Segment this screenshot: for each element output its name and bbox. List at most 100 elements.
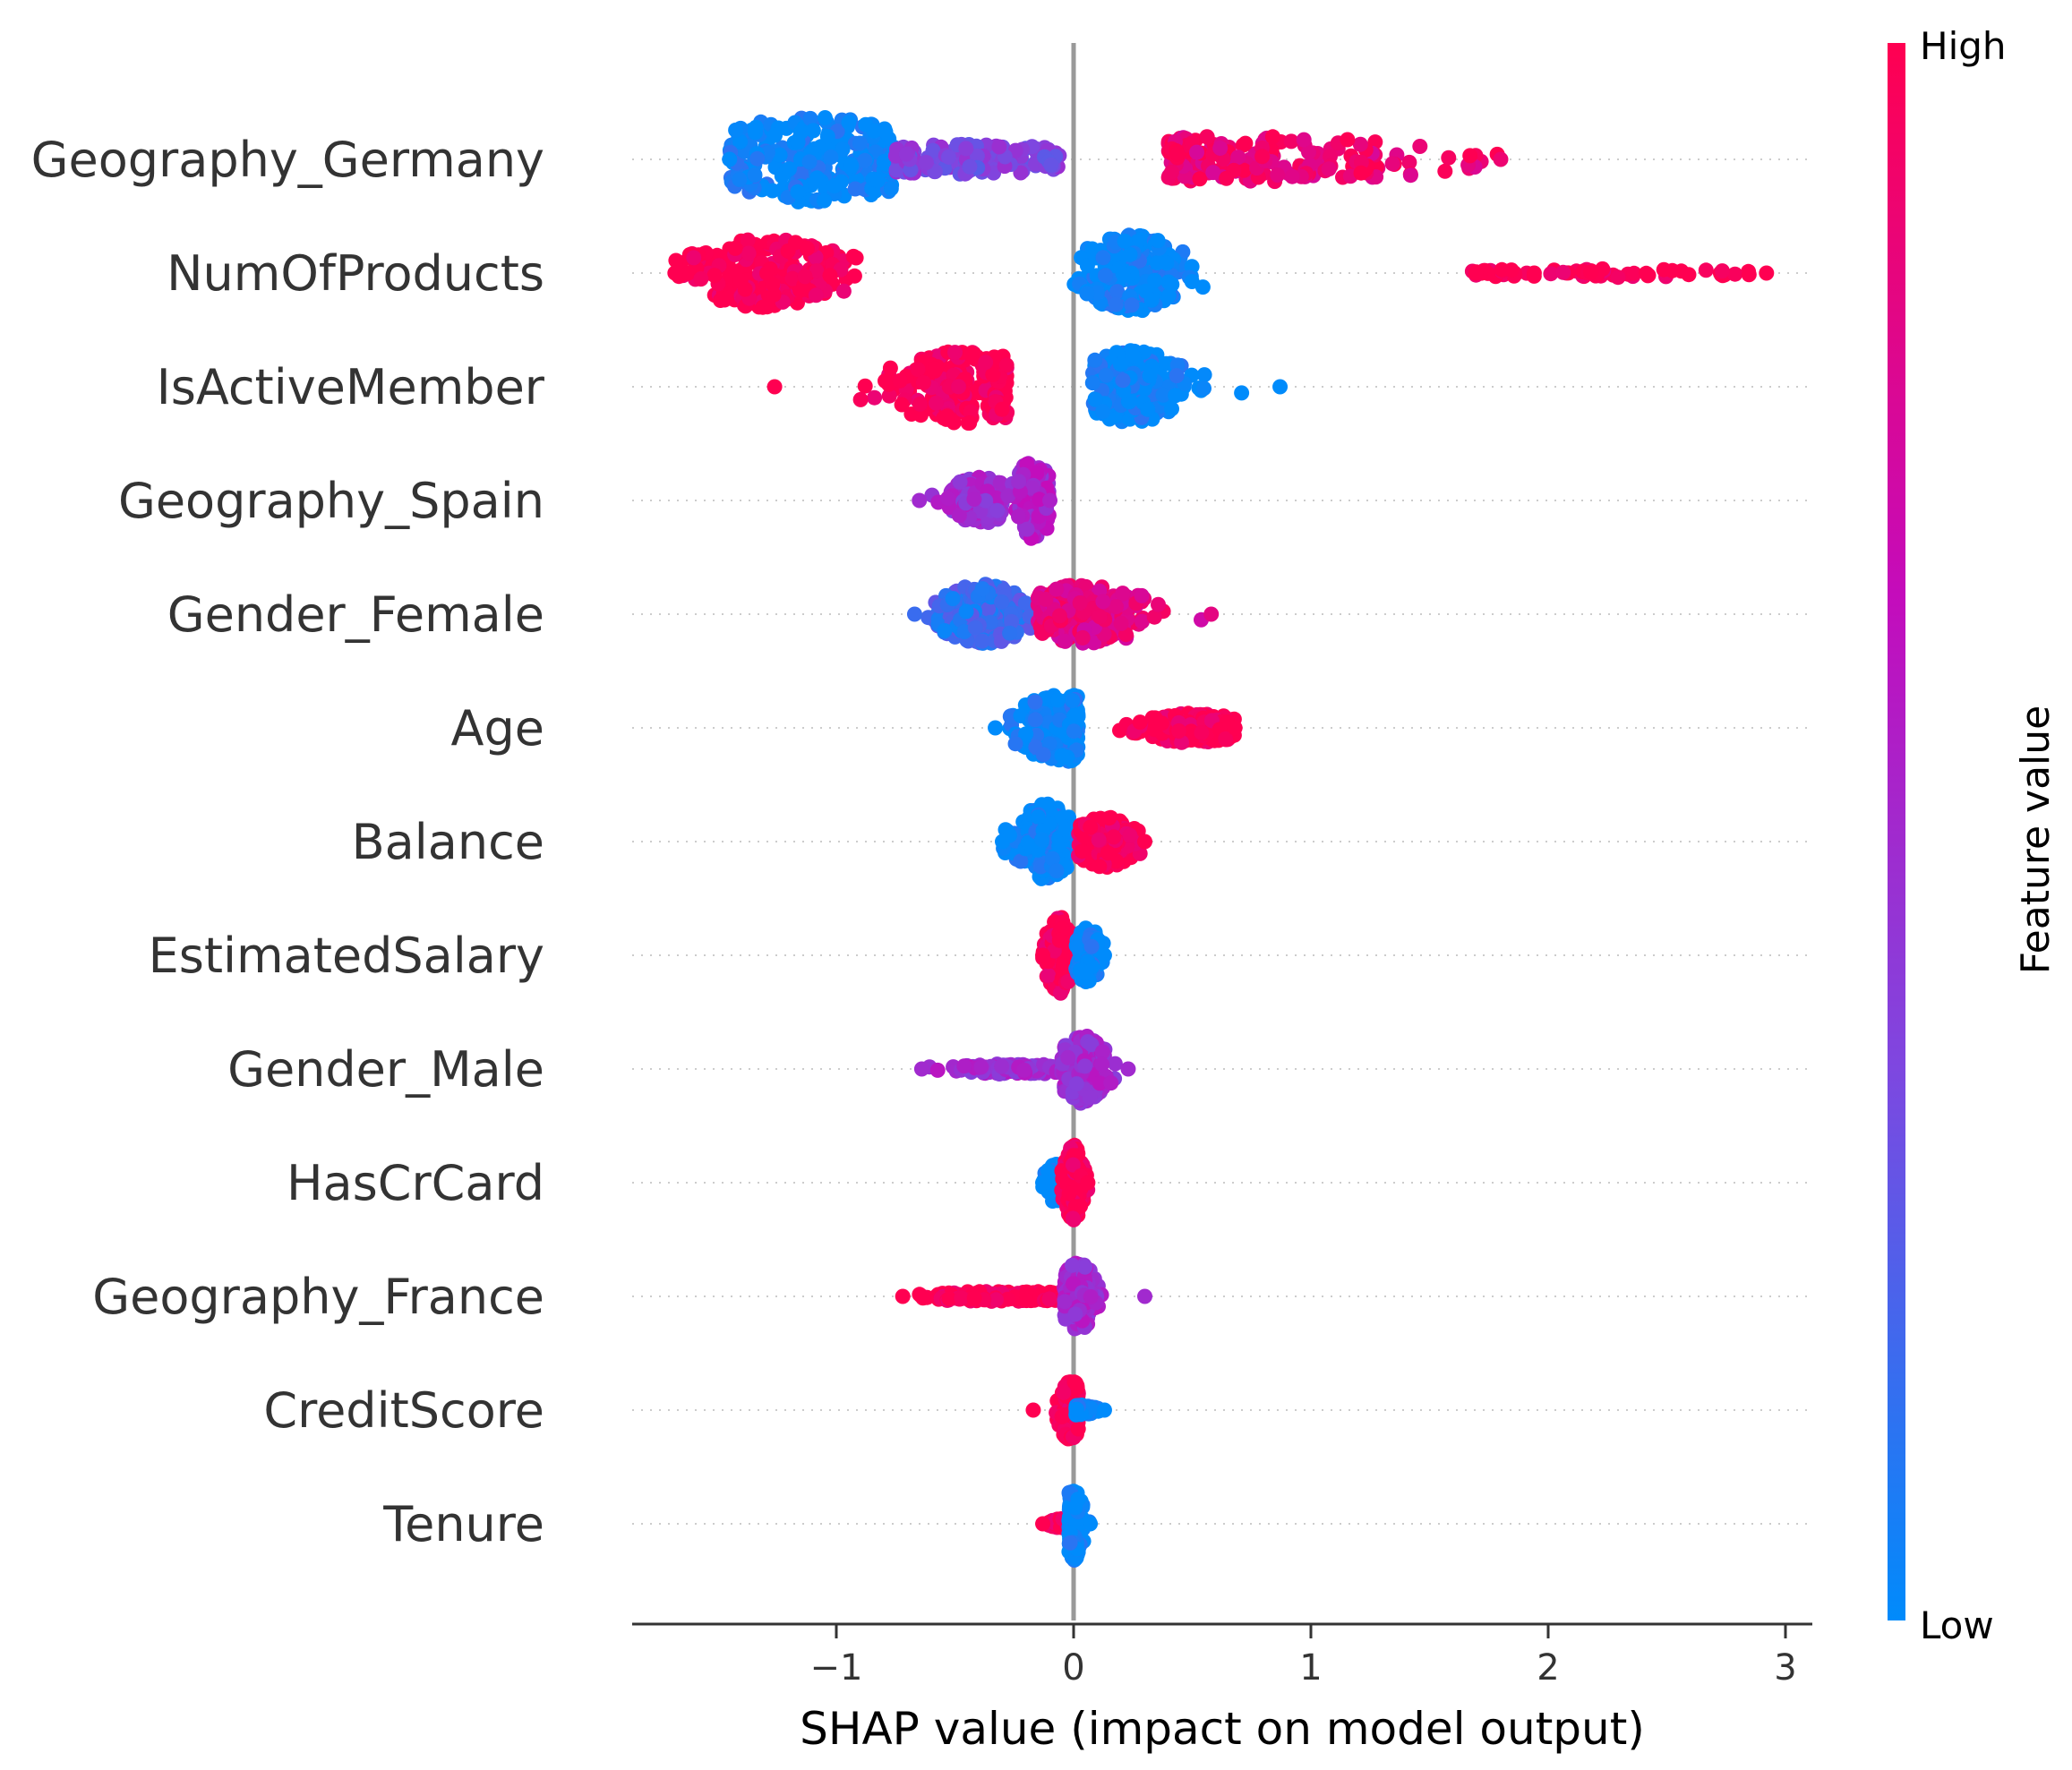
x-ticks: −1 0 1 2 3 <box>810 1624 1797 1689</box>
data-point <box>1164 277 1180 293</box>
feature-label: Geography_Germany <box>31 132 544 188</box>
data-point <box>1087 352 1103 368</box>
data-point <box>1698 262 1714 278</box>
data-point <box>1092 859 1108 875</box>
data-point <box>1080 1175 1096 1191</box>
data-point <box>1155 387 1171 403</box>
data-point <box>1137 834 1152 850</box>
data-point <box>1027 712 1043 728</box>
data-point <box>784 270 801 286</box>
data-point <box>1083 938 1100 954</box>
data-point <box>951 508 967 524</box>
feature-row <box>906 577 1220 651</box>
data-point <box>1194 724 1210 740</box>
data-point <box>1103 1075 1119 1091</box>
x-axis-title: SHAP value (impact on model output) <box>800 1703 1645 1755</box>
colorbar <box>1888 43 1905 1620</box>
data-point <box>1174 734 1190 750</box>
feature-label: Gender_Male <box>227 1041 544 1098</box>
data-point <box>845 248 861 264</box>
data-point <box>826 178 843 194</box>
data-point <box>956 1058 972 1074</box>
data-point <box>1068 1076 1084 1092</box>
data-point <box>1741 267 1757 283</box>
data-point <box>1254 149 1271 165</box>
data-point <box>780 243 796 259</box>
data-point <box>732 172 748 187</box>
data-point <box>728 122 744 138</box>
data-point <box>1137 1288 1152 1304</box>
data-point <box>802 110 818 126</box>
data-point <box>1065 1210 1081 1227</box>
feature-row <box>912 456 1057 546</box>
data-point <box>1077 1058 1093 1074</box>
data-point <box>1270 167 1286 183</box>
x-tick-label: 2 <box>1537 1647 1559 1689</box>
data-point <box>892 372 908 389</box>
data-point <box>1054 748 1070 764</box>
data-point <box>1084 375 1100 391</box>
data-point <box>980 601 997 617</box>
data-point <box>994 594 1010 610</box>
data-point <box>1054 1408 1070 1424</box>
data-point <box>912 396 928 412</box>
data-point <box>1092 609 1108 625</box>
data-point <box>1024 480 1040 496</box>
data-point <box>766 379 783 395</box>
data-point <box>991 139 1007 155</box>
data-point <box>1098 367 1114 383</box>
data-point <box>1019 521 1035 537</box>
data-point <box>974 581 990 597</box>
data-point <box>1212 141 1229 156</box>
data-point <box>1069 938 1085 954</box>
data-point <box>966 492 982 507</box>
data-point <box>1168 388 1184 404</box>
data-point <box>910 362 926 378</box>
data-point <box>1384 156 1400 172</box>
data-point <box>1147 272 1163 288</box>
data-point <box>809 170 826 186</box>
data-point <box>790 134 806 150</box>
data-point <box>765 183 781 199</box>
feature-labels: Geography_GermanyNumOfProductsIsActiveMe… <box>31 132 545 1552</box>
data-point <box>929 1062 946 1078</box>
data-point <box>1083 819 1099 835</box>
data-point <box>1013 853 1029 869</box>
data-point <box>966 346 982 363</box>
data-point <box>1091 832 1107 848</box>
data-point <box>801 154 818 170</box>
data-point <box>1169 368 1185 384</box>
data-point <box>1142 368 1158 384</box>
data-point <box>1219 170 1235 186</box>
data-point <box>1065 693 1081 708</box>
data-point <box>852 391 869 407</box>
data-point <box>841 115 857 131</box>
data-point <box>1002 625 1018 641</box>
data-point <box>985 367 1001 382</box>
data-point <box>1272 379 1289 395</box>
data-point <box>1296 132 1312 148</box>
data-point <box>1072 595 1088 611</box>
data-point <box>706 268 723 284</box>
data-point <box>1067 1306 1083 1322</box>
data-point <box>790 184 806 200</box>
data-point <box>1013 708 1029 723</box>
data-point <box>1158 355 1174 372</box>
data-point <box>1083 1289 1099 1304</box>
data-point <box>1352 136 1368 152</box>
data-point <box>1065 1257 1080 1273</box>
data-point <box>867 389 883 406</box>
data-point <box>1184 274 1200 289</box>
data-point <box>1203 606 1220 622</box>
data-point <box>951 379 966 395</box>
data-point <box>1070 1421 1086 1437</box>
data-point <box>805 123 821 139</box>
data-point <box>1095 594 1111 610</box>
data-point <box>1051 932 1067 948</box>
data-point <box>740 232 756 248</box>
data-point <box>1040 1163 1056 1179</box>
data-point <box>994 401 1010 417</box>
data-point <box>1402 167 1418 184</box>
x-tick-label: 3 <box>1774 1647 1796 1689</box>
data-point <box>1029 466 1045 482</box>
